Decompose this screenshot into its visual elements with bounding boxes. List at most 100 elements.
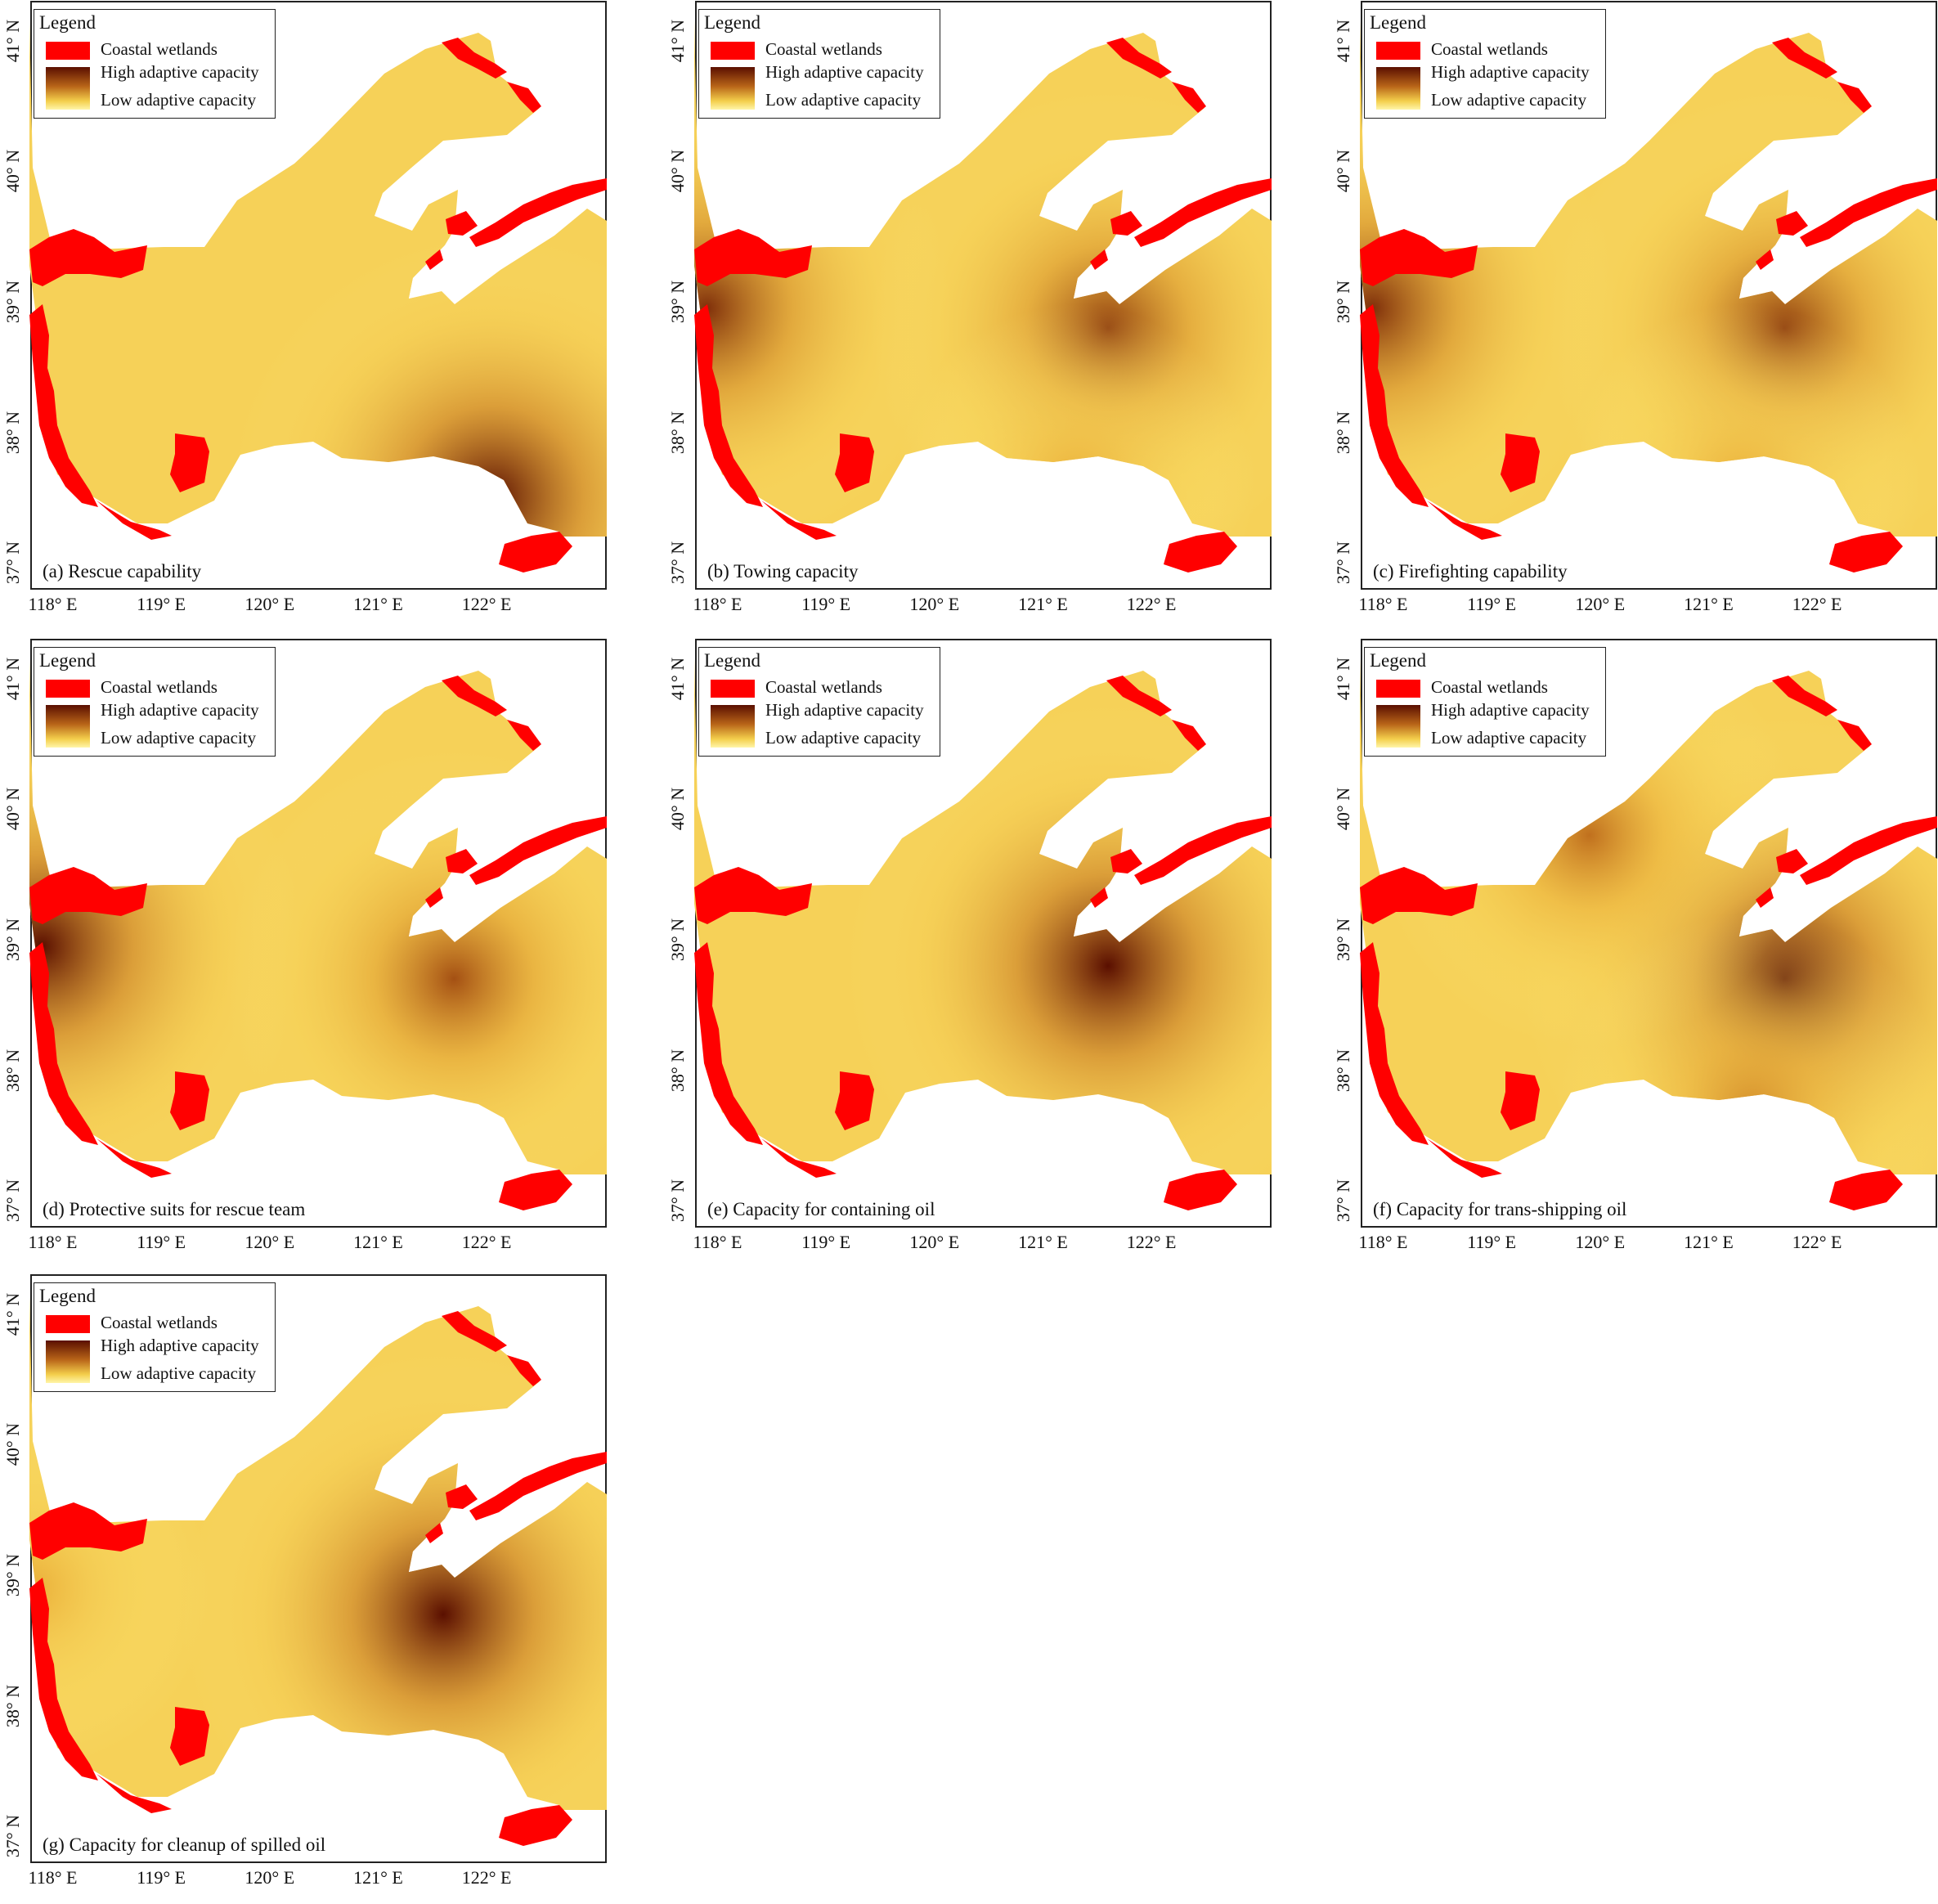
x-tick-label: 121° E <box>1684 1232 1734 1253</box>
x-tick-label: 121° E <box>1018 594 1068 615</box>
y-tick-label: 41° N <box>667 20 689 62</box>
y-tick-label: 38° N <box>2 1684 24 1727</box>
wetlands-swatch <box>711 680 755 698</box>
legend-title: Legend <box>1370 11 1600 34</box>
map-panel-d: 118° E 119° E 120° E 121° E 122° E 41° N 40° N… <box>0 638 639 1269</box>
y-tick-label: 40° N <box>1333 788 1354 830</box>
x-tick-label: 120° E <box>1575 1232 1625 1253</box>
y-tick-label: 41° N <box>667 658 689 700</box>
x-tick-label: 118° E <box>29 1232 78 1253</box>
x-tick-label: 121° E <box>353 1867 403 1888</box>
y-tick-label: 37° N <box>1333 1179 1354 1222</box>
legend-high-label: High adaptive capacity <box>101 700 259 721</box>
x-tick-label: 120° E <box>1575 594 1625 615</box>
map-panel-f: 118° E 119° E 120° E 121° E 122° E 41° N 40° N… <box>1330 638 1938 1269</box>
x-tick-label: 119° E <box>801 1232 850 1253</box>
panel-caption: (a) Rescue capability <box>43 561 201 582</box>
y-tick-label: 40° N <box>2 788 24 830</box>
legend-high-label: High adaptive capacity <box>101 62 259 83</box>
legend-high-label: High adaptive capacity <box>1431 62 1590 83</box>
x-tick-label: 122° E <box>1792 594 1842 615</box>
legend-high-label: High adaptive capacity <box>765 62 924 83</box>
x-tick-label: 119° E <box>137 1232 186 1253</box>
legend-wetlands-label: Coastal wetlands <box>765 39 882 60</box>
y-tick-label: 39° N <box>667 918 689 961</box>
panel-caption: (c) Firefighting capability <box>1373 561 1568 582</box>
y-tick-label: 39° N <box>2 918 24 961</box>
x-tick-label: 122° E <box>1792 1232 1842 1253</box>
y-tick-label: 37° N <box>667 541 689 584</box>
x-tick-label: 122° E <box>462 1867 512 1888</box>
y-tick-label: 39° N <box>2 281 24 323</box>
x-tick-label: 122° E <box>462 1232 512 1253</box>
legend-wetlands-label: Coastal wetlands <box>101 1313 218 1333</box>
y-tick-label: 41° N <box>1333 658 1354 700</box>
capacity-color-ramp <box>711 67 755 110</box>
x-tick-label: 119° E <box>137 1867 186 1888</box>
legend-low-label: Low adaptive capacity <box>101 90 256 110</box>
legend-high-label: High adaptive capacity <box>765 700 924 721</box>
y-tick-label: 38° N <box>2 411 24 453</box>
capacity-color-ramp <box>711 705 755 748</box>
legend-title: Legend <box>39 1285 270 1308</box>
wetlands-swatch <box>1376 42 1420 60</box>
y-tick-label: 37° N <box>2 1179 24 1222</box>
x-tick-label: 122° E <box>1127 1232 1177 1253</box>
legend-title: Legend <box>1370 649 1600 672</box>
x-tick-label: 118° E <box>693 594 742 615</box>
legend-title: Legend <box>39 649 270 672</box>
x-tick-label: 118° E <box>1359 1232 1408 1253</box>
legend-low-label: Low adaptive capacity <box>1431 90 1586 110</box>
legend-high-label: High adaptive capacity <box>101 1336 259 1356</box>
y-tick-label: 37° N <box>2 541 24 584</box>
y-tick-label: 38° N <box>2 1049 24 1091</box>
legend-low-label: Low adaptive capacity <box>765 90 921 110</box>
y-tick-label: 39° N <box>2 1554 24 1596</box>
legend-wetlands-label: Coastal wetlands <box>765 677 882 698</box>
y-tick-label: 41° N <box>2 658 24 700</box>
x-tick-label: 119° E <box>1467 1232 1516 1253</box>
capacity-color-ramp <box>46 705 90 748</box>
legend-high-label: High adaptive capacity <box>1431 700 1590 721</box>
y-tick-label: 39° N <box>1333 918 1354 961</box>
y-tick-label: 38° N <box>667 1049 689 1091</box>
legend-wetlands-label: Coastal wetlands <box>1431 677 1548 698</box>
panel-caption: (e) Capacity for containing oil <box>707 1199 935 1220</box>
x-tick-label: 121° E <box>353 594 403 615</box>
x-tick-label: 120° E <box>244 1232 294 1253</box>
x-tick-label: 119° E <box>137 594 186 615</box>
map-legend: Legend Coastal wetlands High adaptive capa… <box>34 1282 276 1392</box>
capacity-color-ramp <box>46 1340 90 1383</box>
panel-caption: (g) Capacity for cleanup of spilled oil <box>43 1834 325 1856</box>
wetlands-swatch <box>46 1315 90 1333</box>
x-tick-label: 120° E <box>244 594 294 615</box>
y-tick-label: 40° N <box>1333 150 1354 192</box>
y-tick-label: 41° N <box>2 20 24 62</box>
wetlands-swatch <box>46 680 90 698</box>
x-tick-label: 120° E <box>909 1232 959 1253</box>
y-tick-label: 40° N <box>2 150 24 192</box>
y-tick-label: 38° N <box>667 411 689 453</box>
y-tick-label: 38° N <box>1333 1049 1354 1091</box>
y-tick-label: 37° N <box>1333 541 1354 584</box>
capacity-color-ramp <box>46 67 90 110</box>
x-tick-label: 120° E <box>244 1867 294 1888</box>
y-tick-label: 38° N <box>1333 411 1354 453</box>
y-tick-label: 39° N <box>1333 281 1354 323</box>
legend-title: Legend <box>704 649 935 672</box>
x-tick-label: 122° E <box>1127 594 1177 615</box>
wetlands-swatch <box>46 42 90 60</box>
x-tick-label: 120° E <box>909 594 959 615</box>
legend-low-label: Low adaptive capacity <box>101 1363 256 1384</box>
x-tick-label: 121° E <box>353 1232 403 1253</box>
y-tick-label: 41° N <box>2 1293 24 1336</box>
